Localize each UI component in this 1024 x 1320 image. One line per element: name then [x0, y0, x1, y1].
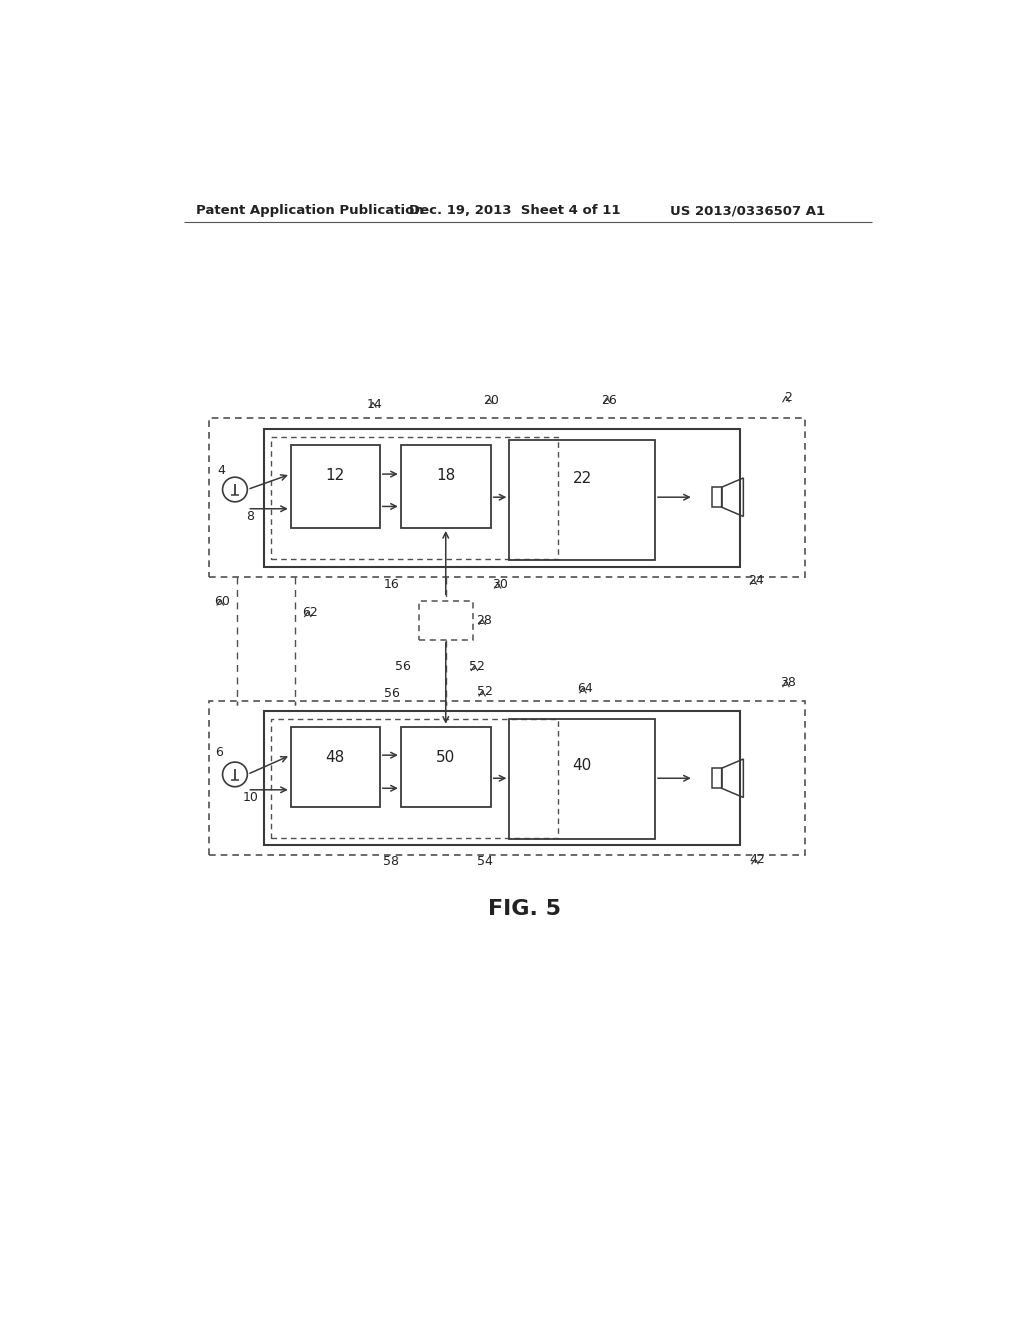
- Bar: [209, 418, 805, 577]
- Bar: [713, 768, 722, 788]
- Text: 4: 4: [217, 463, 225, 477]
- Text: 60: 60: [215, 594, 230, 607]
- Text: 8: 8: [247, 510, 254, 523]
- Text: 2: 2: [784, 391, 793, 404]
- Text: 26: 26: [601, 393, 616, 407]
- Text: 18: 18: [436, 469, 456, 483]
- Bar: [419, 601, 473, 640]
- Text: 58: 58: [384, 855, 399, 869]
- Text: 12: 12: [326, 469, 345, 483]
- Bar: [713, 487, 722, 507]
- Text: Patent Application Publication: Patent Application Publication: [197, 205, 424, 218]
- Bar: [291, 726, 380, 807]
- Text: 48: 48: [326, 750, 345, 766]
- Text: 52: 52: [476, 685, 493, 698]
- Text: Dec. 19, 2013  Sheet 4 of 11: Dec. 19, 2013 Sheet 4 of 11: [409, 205, 621, 218]
- Text: 54: 54: [476, 855, 493, 869]
- Text: 52: 52: [469, 660, 484, 673]
- Text: FIG. 5: FIG. 5: [488, 899, 561, 919]
- Bar: [400, 445, 490, 528]
- Bar: [209, 701, 805, 855]
- Text: 42: 42: [750, 853, 765, 866]
- Text: US 2013/0336507 A1: US 2013/0336507 A1: [671, 205, 825, 218]
- Bar: [271, 437, 558, 558]
- Text: 22: 22: [572, 471, 592, 486]
- Text: 50: 50: [436, 750, 456, 766]
- Text: 24: 24: [748, 574, 764, 587]
- Text: 20: 20: [482, 395, 499, 408]
- Text: 28: 28: [476, 614, 493, 627]
- Bar: [263, 711, 740, 845]
- Text: 56: 56: [384, 686, 399, 700]
- Text: 30: 30: [493, 578, 508, 591]
- Bar: [291, 445, 380, 528]
- Text: 6: 6: [215, 746, 223, 759]
- Bar: [509, 441, 655, 560]
- Text: 14: 14: [367, 399, 382, 412]
- Bar: [271, 719, 558, 838]
- Text: 10: 10: [243, 791, 258, 804]
- Text: 40: 40: [572, 758, 592, 772]
- Bar: [400, 726, 490, 807]
- Text: 64: 64: [578, 681, 593, 694]
- Text: 62: 62: [302, 606, 318, 619]
- Text: 56: 56: [395, 660, 411, 673]
- Text: 38: 38: [780, 676, 797, 689]
- Text: 16: 16: [384, 578, 399, 591]
- Bar: [509, 719, 655, 840]
- Bar: [263, 429, 740, 566]
